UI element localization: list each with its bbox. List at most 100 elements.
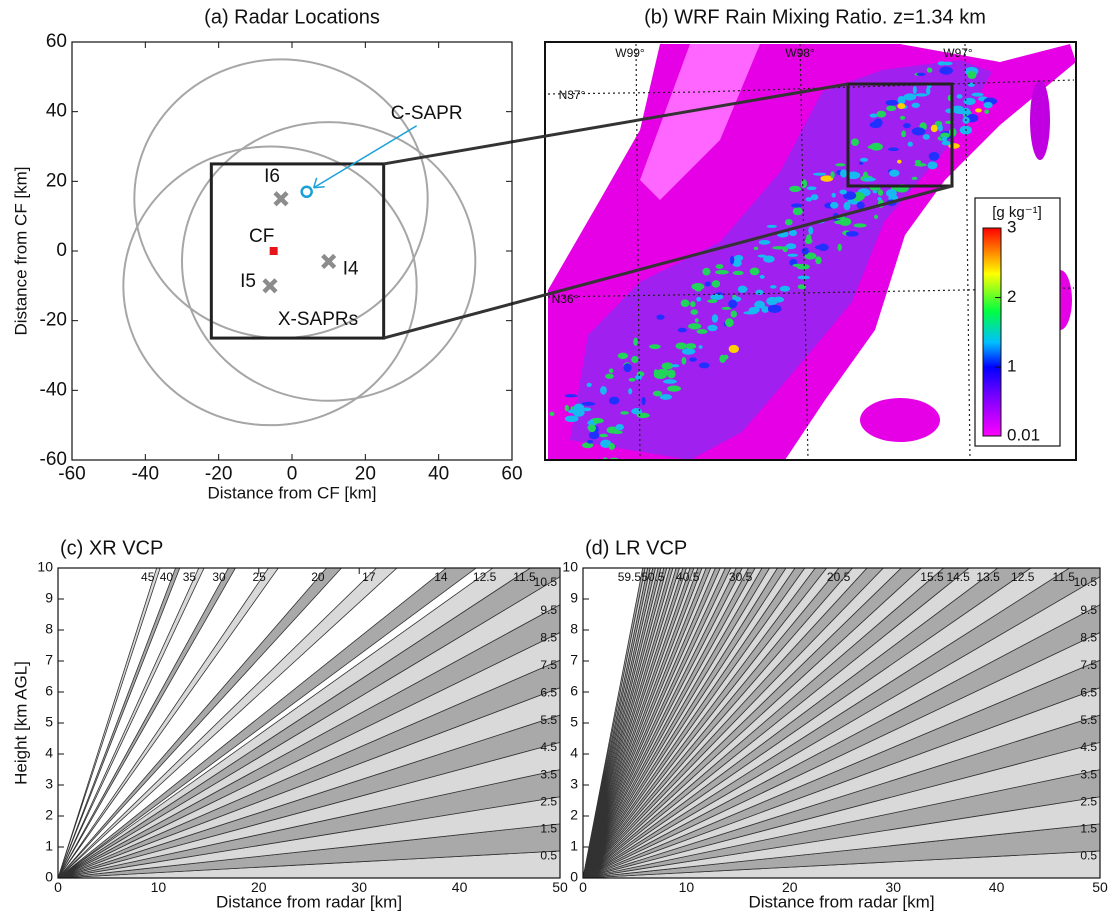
rain-speckle: [600, 439, 612, 448]
rain-speckle: [812, 172, 827, 176]
colorbar-tick-label: 0.01: [1007, 425, 1040, 444]
y-tick-label: 3: [45, 776, 53, 792]
y-tick-label: 0: [56, 240, 67, 261]
rain-speckle: [620, 411, 629, 415]
beam-label: 9.5: [1080, 603, 1097, 617]
rain-speckle: [915, 93, 928, 97]
rain-speckle: [903, 123, 911, 129]
y-tick-label: 2: [570, 807, 578, 823]
rain-speckle: [698, 345, 703, 349]
y-tick-label: -40: [40, 379, 67, 400]
site-label: CF: [249, 226, 274, 247]
beam: [583, 568, 654, 878]
x-tick-label: 30: [351, 879, 367, 895]
x-tick-label: 10: [151, 879, 167, 895]
beam: [583, 568, 756, 878]
rain-speckle: [954, 110, 967, 114]
beam: [583, 568, 970, 878]
y-tick-label: 2: [45, 807, 53, 823]
beam: [58, 568, 477, 878]
site-arrowhead: [312, 177, 325, 189]
beam: [583, 568, 680, 878]
beam-label: 10.5: [534, 575, 558, 589]
rain-speckle: [869, 113, 878, 118]
rain-speckle: [581, 401, 596, 406]
beam-label: 50.5: [641, 570, 665, 584]
rain-speckle: [926, 67, 933, 73]
x-tick-label: 40: [452, 879, 468, 895]
y-tick-label: 3: [570, 776, 578, 792]
rain-speckle: [623, 363, 632, 373]
beam: [583, 568, 945, 878]
beam-label: 20: [311, 570, 325, 584]
rain-speckle: [581, 442, 594, 449]
rain-speckle: [831, 192, 836, 198]
beam: [583, 568, 699, 878]
beam: [583, 568, 716, 878]
site-marker-x: [262, 278, 278, 294]
rain-speckle: [688, 323, 702, 330]
beam-label: 4.5: [540, 740, 557, 754]
beam: [583, 568, 665, 878]
beam-label: 11.5: [1053, 570, 1076, 584]
rain-speckle: [787, 253, 799, 257]
rain-speckle: [600, 386, 607, 395]
rain-speckle: [820, 175, 834, 182]
rain-speckle: [801, 247, 809, 255]
rain-speckle: [587, 439, 594, 444]
beam-label: 14.5: [946, 570, 970, 584]
y-tick-label: 1: [570, 838, 578, 854]
rain-speckle: [804, 252, 817, 260]
rain-speckle: [810, 194, 819, 201]
rain-speckle: [694, 318, 699, 323]
x-tick-label: 20: [355, 463, 376, 484]
rain-speckle: [759, 274, 765, 279]
rain-speckle: [858, 161, 864, 165]
x-tick-label: 0: [287, 463, 298, 484]
lon-label: W99°: [615, 46, 645, 60]
beam: [583, 568, 787, 878]
y-tick-label: 0: [570, 869, 578, 885]
rain-speckle: [719, 354, 726, 364]
chart-title: (d) LR VCP: [585, 537, 687, 559]
rain-speckle: [797, 275, 811, 280]
beam: [58, 568, 279, 878]
y-tick-label: 60: [46, 31, 67, 52]
rain-speckle: [704, 281, 711, 287]
x-tick-label: 10: [679, 879, 695, 895]
rain-speckle: [939, 66, 953, 75]
beam: [583, 568, 687, 878]
y-tick-label: 6: [45, 683, 53, 699]
rain-speckle: [983, 101, 993, 109]
site-marker: [300, 185, 313, 199]
y-tick-label: 10: [562, 559, 578, 575]
beam-label: 6.5: [1080, 686, 1097, 700]
rain-speckle: [730, 310, 738, 318]
beam-label: 1.5: [1080, 822, 1097, 836]
rain-speckle: [805, 197, 813, 202]
rain-speckle: [649, 344, 661, 350]
rain-speckle: [698, 362, 710, 369]
rain-speckle: [714, 270, 729, 275]
y-tick-label: 7: [570, 652, 578, 668]
rain-speckle: [887, 147, 899, 152]
rain-speckle: [628, 377, 636, 382]
rain-speckle: [869, 142, 883, 151]
rain-speckle: [702, 267, 711, 276]
beam-label: 25: [252, 570, 266, 584]
beam-label: 12.5: [1011, 570, 1035, 584]
rain-speckle: [967, 71, 977, 80]
beam-label: 7.5: [1080, 658, 1097, 672]
rain-speckle: [797, 284, 806, 290]
beam: [58, 568, 205, 878]
rain-speckle: [573, 408, 585, 417]
rain-speckle: [772, 246, 786, 250]
x-axis-label: Distance from radar [km]: [748, 893, 934, 912]
zoom-connector: [383, 184, 953, 340]
rain-speckle: [853, 223, 867, 228]
beam-group: [583, 568, 1100, 878]
rain-speckle: [926, 86, 931, 96]
rain-speckle: [897, 159, 902, 164]
rain-speckle: [785, 243, 797, 250]
